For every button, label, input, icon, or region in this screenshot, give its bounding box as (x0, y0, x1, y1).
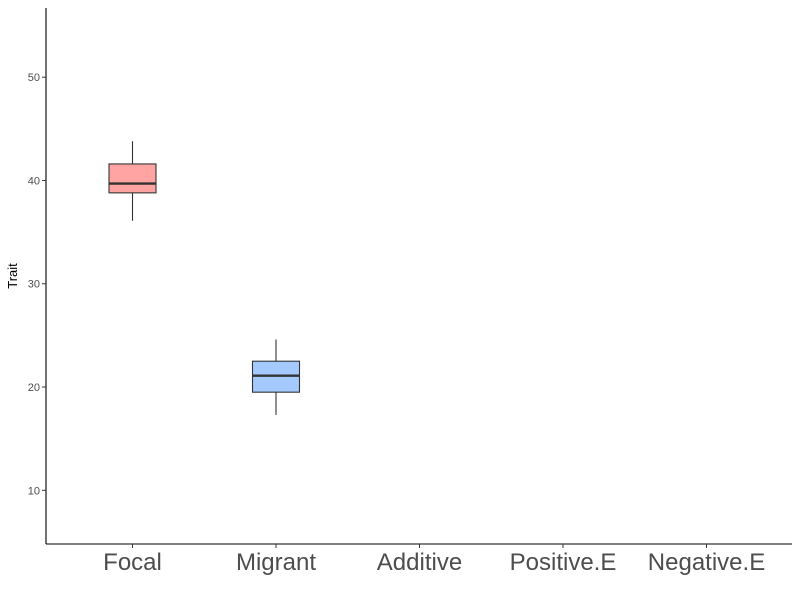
y-tick-label: 10 (28, 485, 40, 497)
axes: 10 20 30 40 50 Focal Migrant Additive Positive.E… (28, 8, 792, 576)
iqr-box (108, 163, 157, 194)
y-tick-label: 20 (28, 382, 40, 394)
x-tick-label: Positive.E (510, 549, 617, 576)
labels: Trait (5, 263, 20, 289)
y-tick-label: 40 (28, 175, 40, 187)
box-focal (108, 141, 157, 221)
y-axis-title: Trait (5, 263, 20, 289)
x-tick-label: Migrant (236, 549, 316, 576)
x-tick-label: Additive (377, 549, 462, 576)
x-tick-label: Negative.E (648, 549, 765, 576)
x-tick-label: Focal (103, 549, 162, 576)
y-tick-label: 30 (28, 279, 40, 291)
y-tick-label: 50 (28, 72, 40, 84)
box-migrant (251, 339, 301, 415)
boxes (108, 141, 301, 415)
